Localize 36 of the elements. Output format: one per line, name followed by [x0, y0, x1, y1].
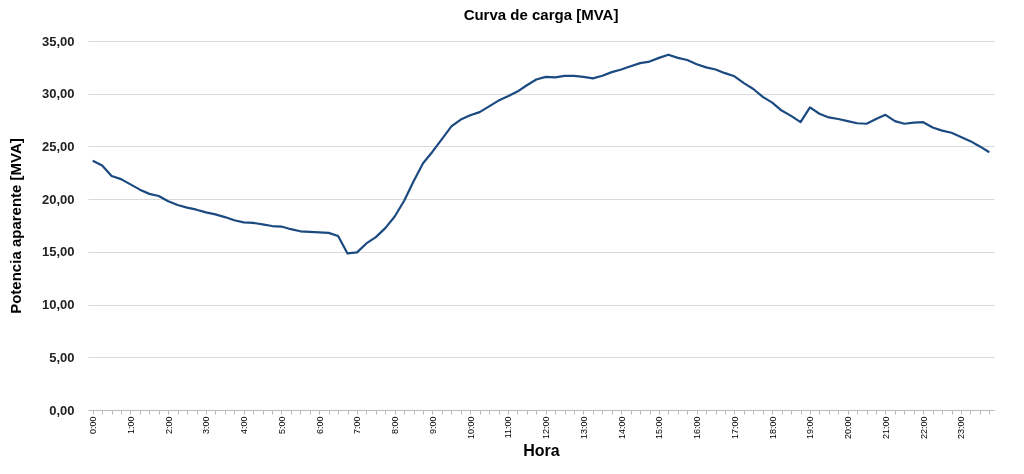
y-tick-label: 25,00	[41, 138, 75, 154]
x-tick-label: 22:00	[918, 416, 929, 440]
x-tick-label: 7:00	[352, 416, 363, 435]
x-tick-label: 21:00	[880, 416, 891, 440]
x-tick-label: 6:00	[314, 416, 325, 435]
x-tick-label: 18:00	[767, 416, 778, 440]
x-tick-label: 11:00	[503, 416, 514, 439]
y-tick-label: 0,00	[49, 402, 75, 418]
x-tick-label: 13:00	[578, 416, 589, 440]
x-tick-label: 14:00	[616, 416, 627, 440]
y-axis-title: Potencia aparente [MVA]	[6, 138, 24, 314]
y-tick-label: 15,00	[41, 244, 75, 260]
x-tick-label: 16:00	[692, 416, 703, 440]
y-tick-label: 30,00	[41, 86, 75, 102]
x-tick-label: 10:00	[465, 416, 476, 440]
y-tick-label: 10,00	[41, 297, 75, 313]
y-tick-label: 20,00	[41, 191, 75, 207]
x-tick-label: 9:00	[427, 416, 438, 435]
x-tick-label: 8:00	[390, 416, 401, 435]
x-tick-label: 19:00	[805, 416, 816, 440]
x-tick-label: 3:00	[201, 416, 212, 435]
x-tick-label: 4:00	[239, 416, 250, 435]
x-tick-label: 5:00	[276, 416, 287, 435]
x-tick-label: 23:00	[956, 416, 967, 440]
x-tick-label: 1:00	[125, 416, 136, 435]
x-tick-label: 12:00	[541, 416, 552, 440]
x-tick-label: 0:00	[88, 416, 99, 435]
x-tick-label: 15:00	[654, 416, 665, 440]
x-axis-title: Hora	[523, 442, 560, 460]
line-series	[91, 53, 991, 255]
y-tick-label: 35,00	[41, 33, 75, 49]
x-tick-label: 2:00	[163, 416, 174, 435]
y-tick-label: 5,00	[49, 349, 75, 365]
x-tick-label: 20:00	[843, 416, 854, 440]
chart-title: Curva de carga [MVA]	[463, 6, 619, 23]
x-tick-label: 17:00	[729, 416, 740, 440]
